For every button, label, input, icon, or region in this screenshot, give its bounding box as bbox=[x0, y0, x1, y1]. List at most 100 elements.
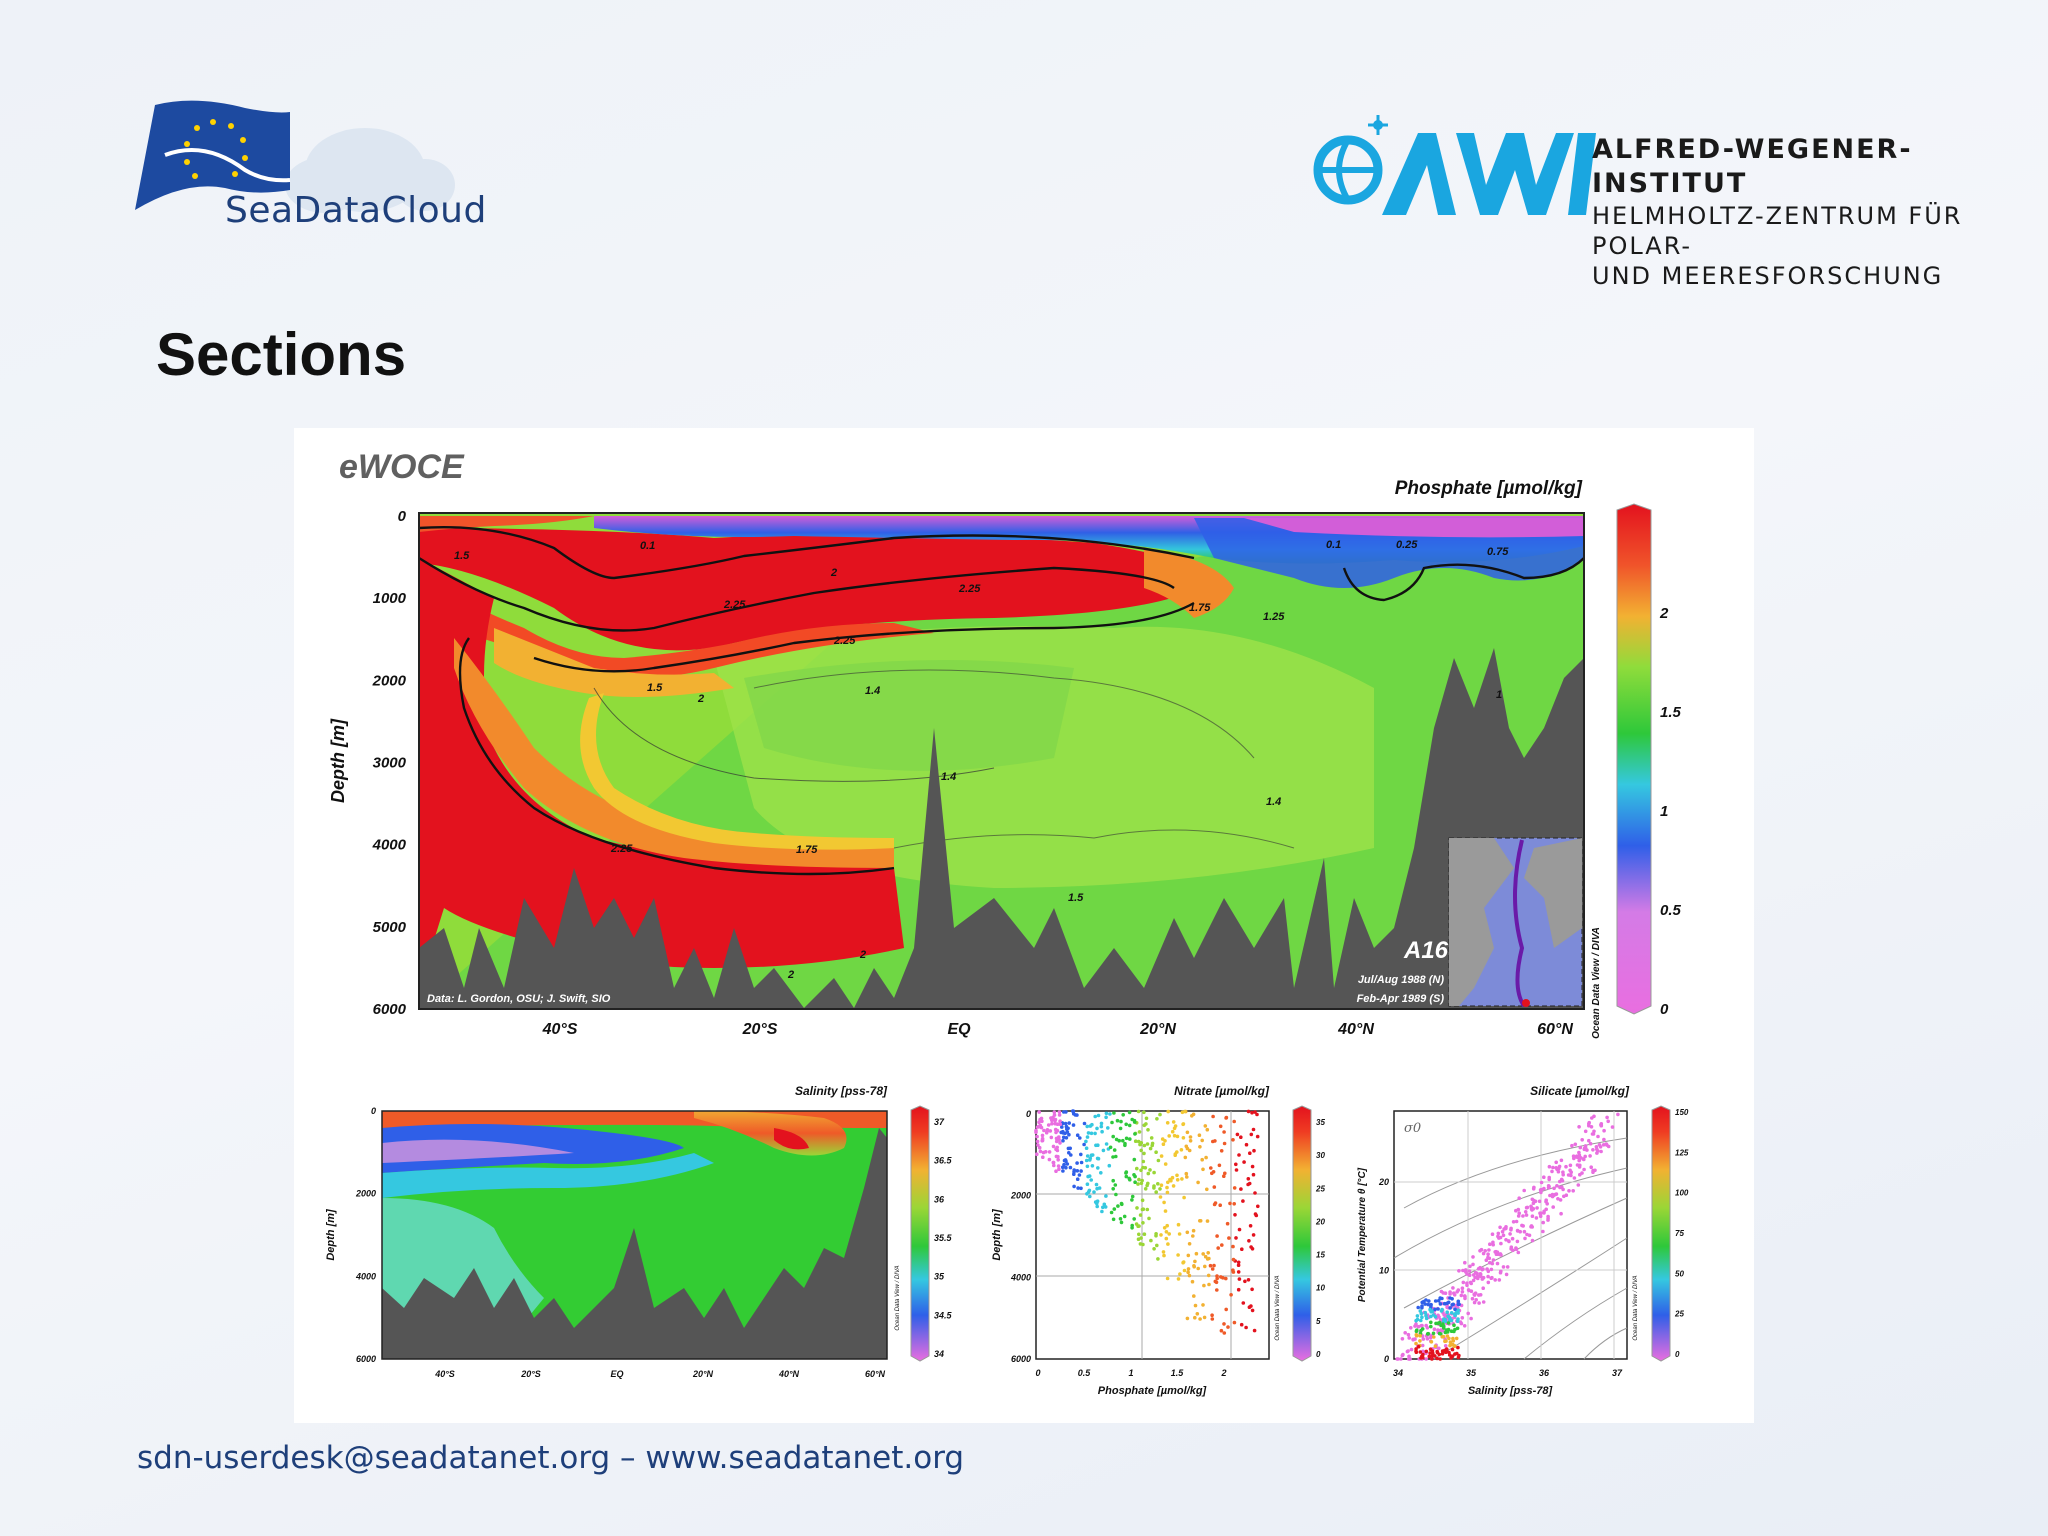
nitrate-point bbox=[1172, 1133, 1177, 1138]
nitrate-point bbox=[1075, 1133, 1080, 1137]
nitrate-point bbox=[1200, 1138, 1204, 1143]
silicate-point bbox=[1421, 1337, 1426, 1341]
nitrate-point bbox=[1201, 1303, 1205, 1307]
nitrate-point bbox=[1202, 1315, 1207, 1320]
nitrate-point bbox=[1061, 1129, 1065, 1134]
nitrate-point bbox=[1241, 1301, 1246, 1305]
nitrate-point bbox=[1193, 1315, 1197, 1320]
nitrate-point bbox=[1130, 1194, 1135, 1199]
nitrate-point bbox=[1205, 1127, 1210, 1132]
nitrate-point bbox=[1167, 1134, 1171, 1138]
silicate-y-tick-label: 20 bbox=[1378, 1177, 1389, 1187]
nitrate-point bbox=[1118, 1126, 1123, 1131]
contour-label: 2 bbox=[697, 693, 704, 705]
nitrate-point bbox=[1239, 1135, 1243, 1139]
silicate-point bbox=[1559, 1211, 1563, 1216]
nitrate-point bbox=[1219, 1328, 1224, 1333]
contour-label: 2.25 bbox=[958, 583, 981, 595]
nitrate-point bbox=[1062, 1110, 1066, 1114]
silicate-point bbox=[1477, 1293, 1481, 1297]
silicate-point bbox=[1578, 1163, 1582, 1168]
nitrate-point bbox=[1223, 1171, 1227, 1176]
nitrate-point bbox=[1095, 1156, 1100, 1161]
nitrate-point bbox=[1115, 1118, 1120, 1123]
nitrate-point bbox=[1136, 1109, 1141, 1114]
nitrate-point bbox=[1250, 1287, 1254, 1292]
silicate-colorbar-tick-label: 50 bbox=[1675, 1269, 1684, 1278]
silicate-point bbox=[1416, 1324, 1421, 1329]
nitrate-point bbox=[1161, 1142, 1166, 1146]
nitrate-point bbox=[1236, 1287, 1241, 1292]
silicate-point bbox=[1602, 1137, 1606, 1142]
nitrate-point bbox=[1241, 1199, 1245, 1203]
nitrate-point bbox=[1190, 1114, 1194, 1118]
nitrate-point bbox=[1036, 1143, 1040, 1147]
contour-label: 0.75 bbox=[1487, 546, 1509, 558]
nitrate-point bbox=[1198, 1219, 1203, 1223]
nitrate-point bbox=[1154, 1190, 1158, 1194]
silicate-point bbox=[1427, 1299, 1431, 1303]
silicate-point bbox=[1447, 1350, 1451, 1355]
nitrate-point bbox=[1210, 1267, 1215, 1271]
nitrate-point bbox=[1035, 1139, 1040, 1144]
nitrate-point bbox=[1255, 1134, 1260, 1139]
silicate-point bbox=[1579, 1156, 1583, 1160]
silicate-point bbox=[1490, 1261, 1495, 1266]
silicate-point bbox=[1515, 1239, 1520, 1244]
contour-label: 1.5 bbox=[647, 682, 663, 694]
nitrate-point bbox=[1193, 1259, 1197, 1264]
nitrate-point bbox=[1246, 1177, 1251, 1181]
silicate-point bbox=[1477, 1301, 1481, 1305]
nitrate-point bbox=[1215, 1288, 1219, 1292]
nitrate-point bbox=[1057, 1167, 1061, 1172]
nitrate-point bbox=[1100, 1129, 1104, 1134]
nitrate-point bbox=[1128, 1137, 1132, 1141]
nitrate-point bbox=[1246, 1182, 1250, 1187]
silicate-point bbox=[1418, 1339, 1422, 1343]
salinity-colorbar bbox=[910, 1105, 930, 1362]
silicate-point bbox=[1436, 1328, 1440, 1332]
silicate-points bbox=[1395, 1112, 1620, 1361]
main-x-tick-label: EQ bbox=[947, 1021, 971, 1038]
nitrate-point bbox=[1112, 1148, 1117, 1152]
silicate-point bbox=[1472, 1300, 1477, 1305]
nitrate-point bbox=[1249, 1132, 1254, 1137]
contour-label: 1 bbox=[1496, 689, 1502, 701]
silicate-point bbox=[1434, 1321, 1438, 1326]
nitrate-point bbox=[1144, 1116, 1149, 1121]
contour-label: 2.25 bbox=[833, 635, 856, 647]
salinity-x-tick-label: 20°N bbox=[692, 1369, 714, 1379]
nitrate-point bbox=[1142, 1232, 1147, 1236]
nitrate-point bbox=[1159, 1233, 1163, 1237]
silicate-point bbox=[1439, 1289, 1444, 1294]
silicate-point bbox=[1424, 1349, 1429, 1354]
nitrate-point bbox=[1218, 1124, 1223, 1129]
nitrate-point bbox=[1145, 1142, 1150, 1146]
nitrate-point bbox=[1164, 1236, 1169, 1241]
silicate-point bbox=[1583, 1154, 1587, 1159]
contour-label: 1.5 bbox=[454, 550, 470, 562]
nitrate-point bbox=[1134, 1222, 1139, 1226]
nitrate-point bbox=[1051, 1160, 1056, 1165]
nitrate-point bbox=[1127, 1123, 1132, 1128]
nitrate-point bbox=[1090, 1164, 1095, 1168]
nitrate-point bbox=[1182, 1195, 1186, 1200]
nitrate-point bbox=[1162, 1200, 1166, 1205]
nitrate-point bbox=[1138, 1213, 1143, 1217]
silicate-point bbox=[1537, 1199, 1542, 1204]
salinity-colorbar-tick-label: 35.5 bbox=[934, 1233, 953, 1243]
silicate-x-tick-label: 37 bbox=[1612, 1368, 1623, 1378]
silicate-point bbox=[1419, 1318, 1423, 1323]
silicate-point bbox=[1587, 1120, 1591, 1125]
nitrate-point bbox=[1088, 1158, 1092, 1162]
silicate-colorbar-tick-label: 75 bbox=[1675, 1229, 1684, 1238]
silicate-point bbox=[1610, 1125, 1615, 1129]
nitrate-point bbox=[1180, 1177, 1184, 1181]
nitrate-point bbox=[1191, 1234, 1195, 1238]
nitrate-point bbox=[1186, 1270, 1190, 1274]
nitrate-point bbox=[1130, 1198, 1134, 1202]
nitrate-point bbox=[1139, 1236, 1143, 1240]
nitrate-point bbox=[1035, 1152, 1039, 1156]
nitrate-point bbox=[1207, 1282, 1211, 1287]
nitrate-software-credit: Ocean Data View / DIVA bbox=[1275, 1275, 1281, 1340]
